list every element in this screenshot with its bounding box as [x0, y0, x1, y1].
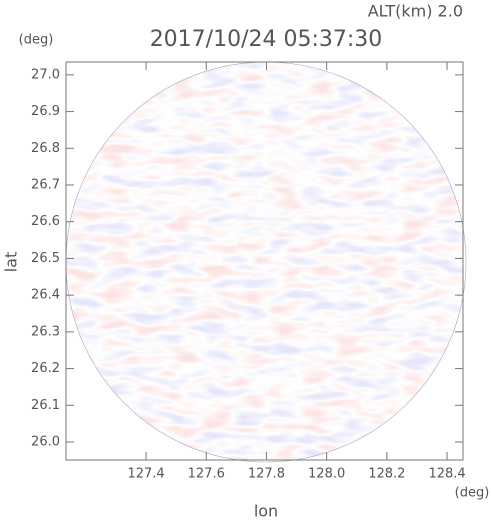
radar-field	[66, 62, 463, 460]
x-axis-label: lon	[254, 502, 278, 521]
altitude: ALT(km) 2.0	[368, 2, 463, 21]
x-tick-label: 128.4	[428, 467, 465, 482]
y-tick-label: 27.0	[31, 67, 60, 82]
y-tick-label: 26.4	[31, 288, 60, 303]
y-tick-label: 26.7	[31, 177, 60, 192]
y-unit: (deg)	[19, 33, 54, 48]
chart-title: 2017/10/24 05:37:30	[150, 27, 383, 52]
x-tick-label: 128.0	[308, 467, 345, 482]
x-tick-label: 127.8	[248, 467, 285, 482]
y-tick-label: 26.1	[31, 398, 60, 413]
y-tick-label: 26.0	[31, 435, 60, 450]
y-tick-label: 26.9	[31, 104, 60, 119]
x-unit: (deg)	[455, 486, 490, 501]
x-tick-label: 127.6	[188, 467, 225, 482]
y-tick-label: 26.3	[31, 324, 60, 339]
y-tick-label: 26.8	[31, 141, 60, 156]
y-tick-label: 26.6	[31, 214, 60, 229]
y-axis-label: lat	[2, 252, 21, 273]
x-tick-label: 127.4	[127, 467, 164, 482]
y-tick-label: 26.5	[31, 251, 60, 266]
x-tick-label: 128.2	[368, 467, 405, 482]
plot-frame	[65, 61, 464, 461]
y-tick-label: 26.2	[31, 361, 60, 376]
